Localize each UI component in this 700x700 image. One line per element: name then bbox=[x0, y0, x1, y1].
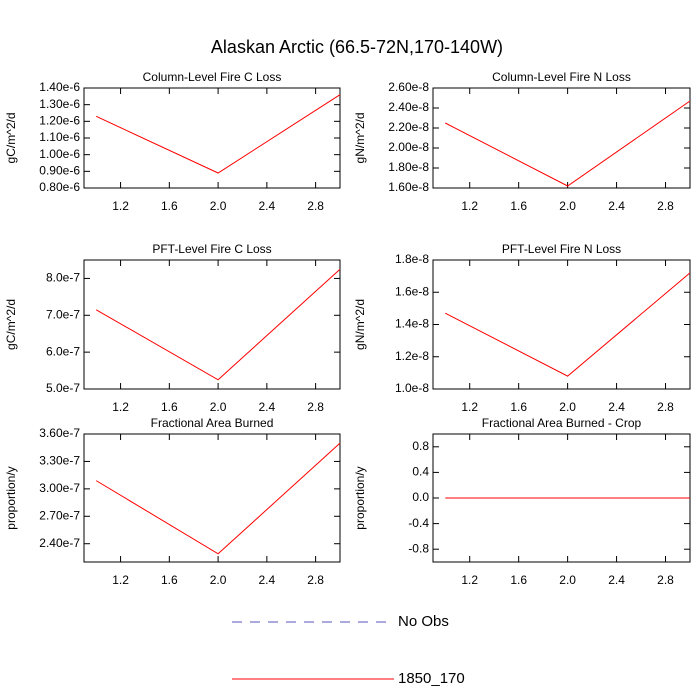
x-tick-label: 2.8 bbox=[307, 400, 324, 414]
y-tick-label: 0.8 bbox=[412, 439, 429, 453]
panel-title: Column-Level Fire C Loss bbox=[143, 70, 282, 84]
y-tick-label: 1.30e-6 bbox=[39, 97, 80, 111]
y-tick-label: -0.8 bbox=[408, 541, 429, 555]
data-line bbox=[95, 268, 341, 381]
plot-frame bbox=[83, 259, 341, 390]
x-tick-label: 1.6 bbox=[161, 573, 178, 587]
y-axis-label: gC/m^2/d bbox=[4, 113, 18, 164]
y-tick-label: 1.2e-8 bbox=[395, 349, 429, 363]
x-tick-label: 2.0 bbox=[210, 573, 227, 587]
y-tick-label: 2.00e-8 bbox=[388, 140, 429, 154]
y-axis-label: proportion/y bbox=[4, 466, 18, 529]
x-tick-label: 2.8 bbox=[657, 573, 674, 587]
y-tick-label: 2.40e-8 bbox=[388, 100, 429, 114]
x-tick-label: 1.6 bbox=[510, 573, 527, 587]
y-tick-label: 1.4e-8 bbox=[395, 317, 429, 331]
x-tick-label: 1.2 bbox=[112, 400, 129, 414]
x-tick-label: 2.8 bbox=[307, 573, 324, 587]
x-tick-label: 1.6 bbox=[510, 400, 527, 414]
x-tick-label: 1.6 bbox=[161, 199, 178, 213]
x-tick-label: 2.0 bbox=[559, 199, 576, 213]
y-tick-label: 3.60e-7 bbox=[39, 426, 80, 440]
y-tick-label: 1.10e-6 bbox=[39, 130, 80, 144]
legend-label: No Obs bbox=[398, 613, 449, 630]
x-tick-label: 1.2 bbox=[461, 199, 478, 213]
y-tick-label: 8.0e-7 bbox=[46, 271, 80, 285]
y-tick-label: 5.0e-7 bbox=[46, 381, 80, 395]
panel-title: Fractional Area Burned - Crop bbox=[482, 416, 642, 430]
data-line bbox=[445, 272, 691, 377]
plot-frame bbox=[432, 259, 691, 390]
x-tick-label: 2.4 bbox=[608, 573, 625, 587]
y-tick-label: 2.40e-7 bbox=[39, 536, 80, 550]
x-tick-label: 1.2 bbox=[112, 199, 129, 213]
y-tick-label: 1.40e-6 bbox=[39, 80, 80, 94]
y-tick-label: 1.0e-8 bbox=[395, 381, 429, 395]
y-tick-label: 1.00e-6 bbox=[39, 147, 80, 161]
y-tick-label: 1.8e-8 bbox=[395, 252, 429, 266]
data-line bbox=[445, 100, 691, 187]
y-tick-label: 0.90e-6 bbox=[39, 164, 80, 178]
y-tick-label: 2.60e-8 bbox=[388, 80, 429, 94]
plot-frame bbox=[83, 433, 341, 563]
y-tick-label: 3.00e-7 bbox=[39, 481, 80, 495]
x-tick-label: 2.8 bbox=[657, 400, 674, 414]
x-tick-label: 2.4 bbox=[259, 400, 276, 414]
x-tick-label: 2.0 bbox=[559, 573, 576, 587]
plot-frame bbox=[432, 87, 691, 189]
x-tick-label: 2.4 bbox=[259, 573, 276, 587]
y-tick-label: 1.60e-8 bbox=[388, 180, 429, 194]
y-axis-label: proportion/y bbox=[353, 466, 367, 529]
x-tick-label: 2.4 bbox=[608, 199, 625, 213]
data-line bbox=[95, 94, 341, 174]
panel-title: Column-Level Fire N Loss bbox=[492, 70, 631, 84]
figure-title: Alaskan Arctic (66.5-72N,170-140W) bbox=[211, 37, 503, 57]
x-tick-label: 2.0 bbox=[210, 400, 227, 414]
x-tick-label: 1.2 bbox=[461, 400, 478, 414]
y-tick-label: 2.70e-7 bbox=[39, 508, 80, 522]
y-tick-label: 3.30e-7 bbox=[39, 454, 80, 468]
y-tick-label: 0.4 bbox=[412, 465, 429, 479]
x-tick-label: 2.8 bbox=[307, 199, 324, 213]
y-tick-label: 1.6e-8 bbox=[395, 284, 429, 298]
y-axis-label: gN/m^2/d bbox=[353, 299, 367, 350]
panel-title: PFT-Level Fire N Loss bbox=[502, 242, 621, 256]
panel-title: Fractional Area Burned bbox=[151, 416, 274, 430]
x-tick-label: 1.6 bbox=[161, 400, 178, 414]
y-axis-label: gN/m^2/d bbox=[353, 113, 367, 164]
y-tick-label: 1.20e-6 bbox=[39, 114, 80, 128]
y-tick-label: -0.4 bbox=[408, 516, 429, 530]
y-tick-label: 0.80e-6 bbox=[39, 180, 80, 194]
y-tick-label: 6.0e-7 bbox=[46, 344, 80, 358]
x-tick-label: 2.8 bbox=[657, 199, 674, 213]
plot-frame bbox=[83, 87, 341, 189]
x-tick-label: 1.2 bbox=[112, 573, 129, 587]
x-tick-label: 2.4 bbox=[259, 199, 276, 213]
x-tick-label: 2.4 bbox=[608, 400, 625, 414]
y-tick-label: 0.0 bbox=[412, 490, 429, 504]
x-tick-label: 2.0 bbox=[559, 400, 576, 414]
y-tick-label: 2.20e-8 bbox=[388, 120, 429, 134]
panel-title: PFT-Level Fire C Loss bbox=[152, 242, 271, 256]
y-tick-label: 7.0e-7 bbox=[46, 307, 80, 321]
x-tick-label: 2.0 bbox=[210, 199, 227, 213]
x-tick-label: 1.2 bbox=[461, 573, 478, 587]
data-line bbox=[95, 442, 341, 555]
y-tick-label: 1.80e-8 bbox=[388, 160, 429, 174]
legend-label: 1850_170 bbox=[398, 670, 465, 687]
x-tick-label: 1.6 bbox=[510, 199, 527, 213]
y-axis-label: gC/m^2/d bbox=[4, 299, 18, 350]
